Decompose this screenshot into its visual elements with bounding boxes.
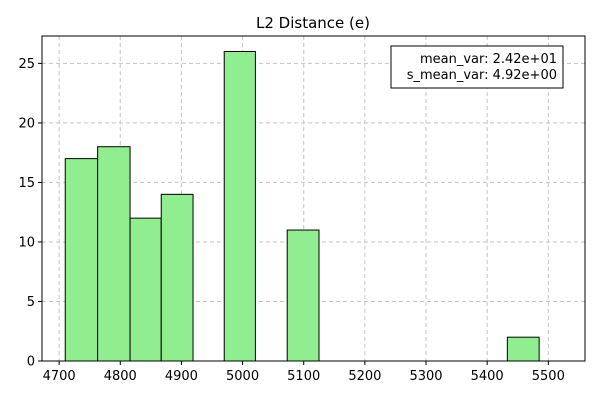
y-tick-label: 15 xyxy=(18,176,35,191)
x-axis: 4700 4800 4900 5000 5100 5200 5300 5400 5500 xyxy=(43,361,565,384)
histogram-bar xyxy=(160,193,194,362)
annotation-frame xyxy=(390,45,564,89)
histogram-bar xyxy=(129,217,162,362)
annotation-line-mean-var: mean_var: 2.42e+01 xyxy=(420,52,557,67)
histogram-bar xyxy=(223,50,256,362)
y-axis: 0 5 10 15 20 25 xyxy=(18,57,42,370)
x-tick-label: 4800 xyxy=(104,369,137,384)
histogram-bar xyxy=(97,146,131,362)
x-tick-label: 5100 xyxy=(287,369,320,384)
x-tick-label: 4900 xyxy=(165,369,198,384)
stats-annotation-box: mean_var: 2.42e+01 s_mean_var: 4.92e+00 xyxy=(390,45,564,89)
y-tick-label: 5 xyxy=(27,295,35,310)
chart-title: L2 Distance (e) xyxy=(256,14,370,32)
annotation-line-s-mean-var: s_mean_var: 4.92e+00 xyxy=(407,68,557,83)
y-tick-label: 25 xyxy=(18,57,35,72)
y-tick-label: 20 xyxy=(18,116,35,131)
histogram-bar xyxy=(286,229,320,362)
x-tick-label: 5300 xyxy=(409,369,442,384)
plot-frame xyxy=(41,35,586,362)
x-tick-label: 4700 xyxy=(43,369,76,384)
y-tick-label: 10 xyxy=(18,235,35,250)
x-tick-label: 5200 xyxy=(348,369,381,384)
x-tick-label: 5000 xyxy=(226,369,259,384)
x-tick-label: 5400 xyxy=(471,369,504,384)
histogram-bar xyxy=(506,336,540,362)
histogram-bar xyxy=(64,158,99,362)
x-tick-label: 5500 xyxy=(532,369,565,384)
histogram-bars xyxy=(64,50,540,362)
y-tick-label: 0 xyxy=(27,355,35,370)
